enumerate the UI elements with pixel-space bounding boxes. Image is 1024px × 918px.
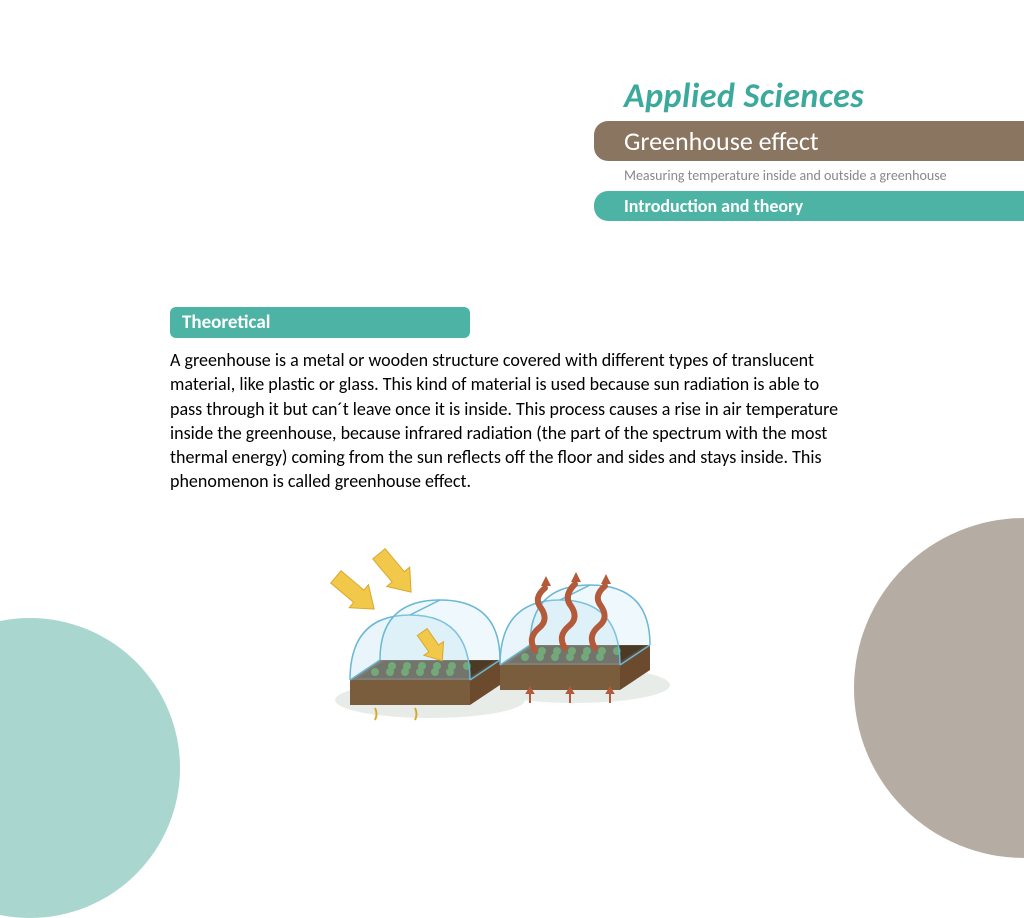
greenhouse-illustration xyxy=(320,530,680,730)
section-bar: Introduction and theory xyxy=(594,191,1024,221)
header-block: Applied Sciences Greenhouse effect Measu… xyxy=(594,76,1024,221)
section-label: Theoretical xyxy=(170,307,470,338)
subtitle-text: Measuring temperature inside and outside… xyxy=(594,161,1024,191)
brand-title: Applied Sciences xyxy=(594,76,1024,121)
body-text: A greenhouse is a metal or wooden struct… xyxy=(170,348,850,494)
decor-circle-teal xyxy=(0,618,180,918)
topic-bar: Greenhouse effect xyxy=(594,121,1024,161)
decor-circle-grey xyxy=(854,518,1024,858)
